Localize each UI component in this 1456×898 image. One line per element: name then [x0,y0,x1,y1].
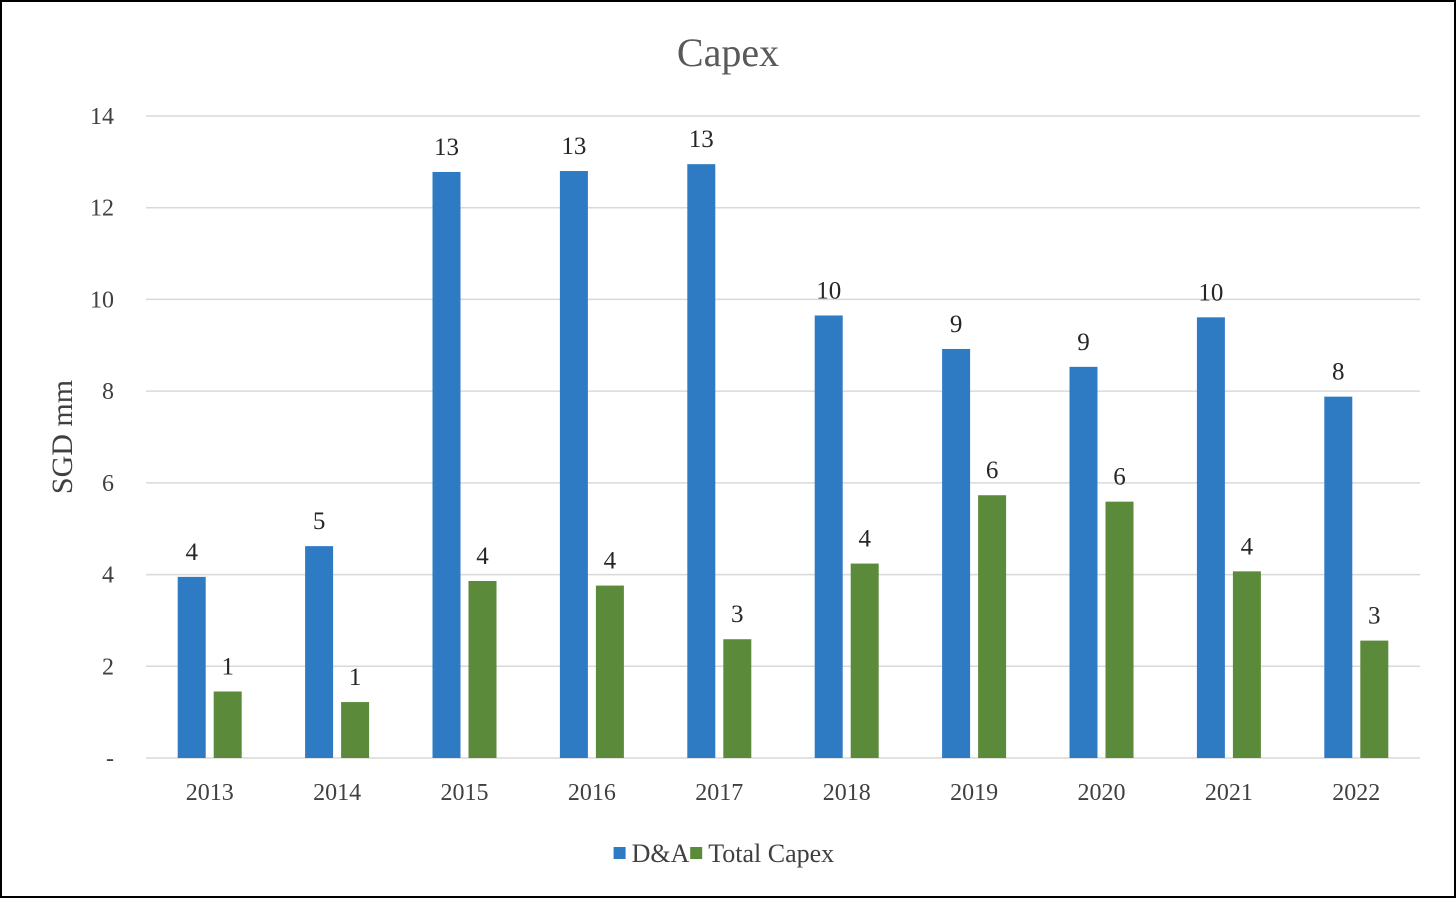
data-label: 6 [1113,464,1126,491]
legend: D&A Total Capex [614,839,835,868]
x-tick-label: 2014 [313,780,361,806]
x-tick-label: 2021 [1205,780,1253,806]
data-label: 13 [434,134,459,161]
bar-da-2015 [433,172,461,758]
data-label: 6 [986,457,999,484]
y-tick-label: 12 [90,196,114,222]
y-tick-label: - [106,746,114,772]
data-label: 9 [950,311,963,338]
bar-total-capex-2017 [723,639,751,758]
legend-swatch [614,847,626,859]
y-tick-label: 10 [90,287,114,313]
y-tick-label: 6 [102,471,114,497]
data-label: 10 [816,277,841,304]
bar-total-capex-2021 [1233,571,1261,758]
capex-chart: Capex SGD mm - 2 4 6 8 10 12 14 4 1 5 1 13 4 13 4 13 3 10… [0,0,1456,898]
x-tick-label: 2015 [441,780,489,806]
data-label: 8 [1332,359,1345,386]
bar-total-capex-2018 [851,564,879,758]
data-label: 4 [604,548,617,575]
x-tick-label: 2018 [823,780,871,806]
data-label: 3 [731,601,744,628]
bar-total-capex-2015 [469,581,497,758]
data-label: 1 [349,664,362,691]
y-tick-label: 14 [90,104,114,130]
data-label: 13 [561,133,586,160]
x-tick-label: 2013 [186,780,234,806]
bar-total-capex-2013 [214,692,242,758]
y-tick-label: 8 [102,379,114,405]
y-tick-label: 2 [102,654,114,680]
bar-da-2017 [687,164,715,758]
x-tick-label: 2017 [695,780,743,806]
bar-da-2021 [1197,317,1225,758]
x-tick-label: 2019 [950,780,998,806]
legend-label: D&A [632,839,690,868]
data-label: 5 [313,508,326,535]
bar-total-capex-2020 [1106,502,1134,758]
bar-total-capex-2022 [1360,641,1388,758]
data-label: 4 [185,539,198,566]
data-label: 3 [1368,603,1381,630]
legend-label: Total Capex [708,839,834,868]
data-label: 4 [476,543,489,570]
data-label: 4 [1241,533,1254,560]
bar-da-2018 [815,315,843,758]
bar-da-2019 [942,349,970,758]
bar-da-2013 [178,577,206,758]
data-label: 1 [221,654,234,681]
bar-da-2022 [1324,397,1352,758]
legend-swatch [690,847,702,859]
data-label: 10 [1198,279,1223,306]
x-tick-label: 2022 [1332,780,1380,806]
data-label: 13 [689,126,714,153]
bar-da-2014 [305,546,333,758]
x-axis-ticks: 2013 2014 2015 2016 2017 2018 2019 2020 2021 2022 [186,780,1381,806]
x-tick-label: 2016 [568,780,616,806]
bar-total-capex-2019 [978,495,1006,758]
bar-da-2020 [1070,367,1098,758]
bar-total-capex-2014 [341,702,369,758]
data-label: 4 [858,526,871,553]
data-label: 9 [1077,329,1090,356]
y-axis-ticks: - 2 4 6 8 10 12 14 [90,104,114,772]
bar-da-2016 [560,171,588,758]
y-tick-label: 4 [102,563,114,589]
bar-total-capex-2016 [596,586,624,758]
y-axis-label: SGD mm [46,380,79,494]
chart-title: Capex [677,30,779,75]
x-tick-label: 2020 [1078,780,1126,806]
gridlines [146,116,1420,758]
